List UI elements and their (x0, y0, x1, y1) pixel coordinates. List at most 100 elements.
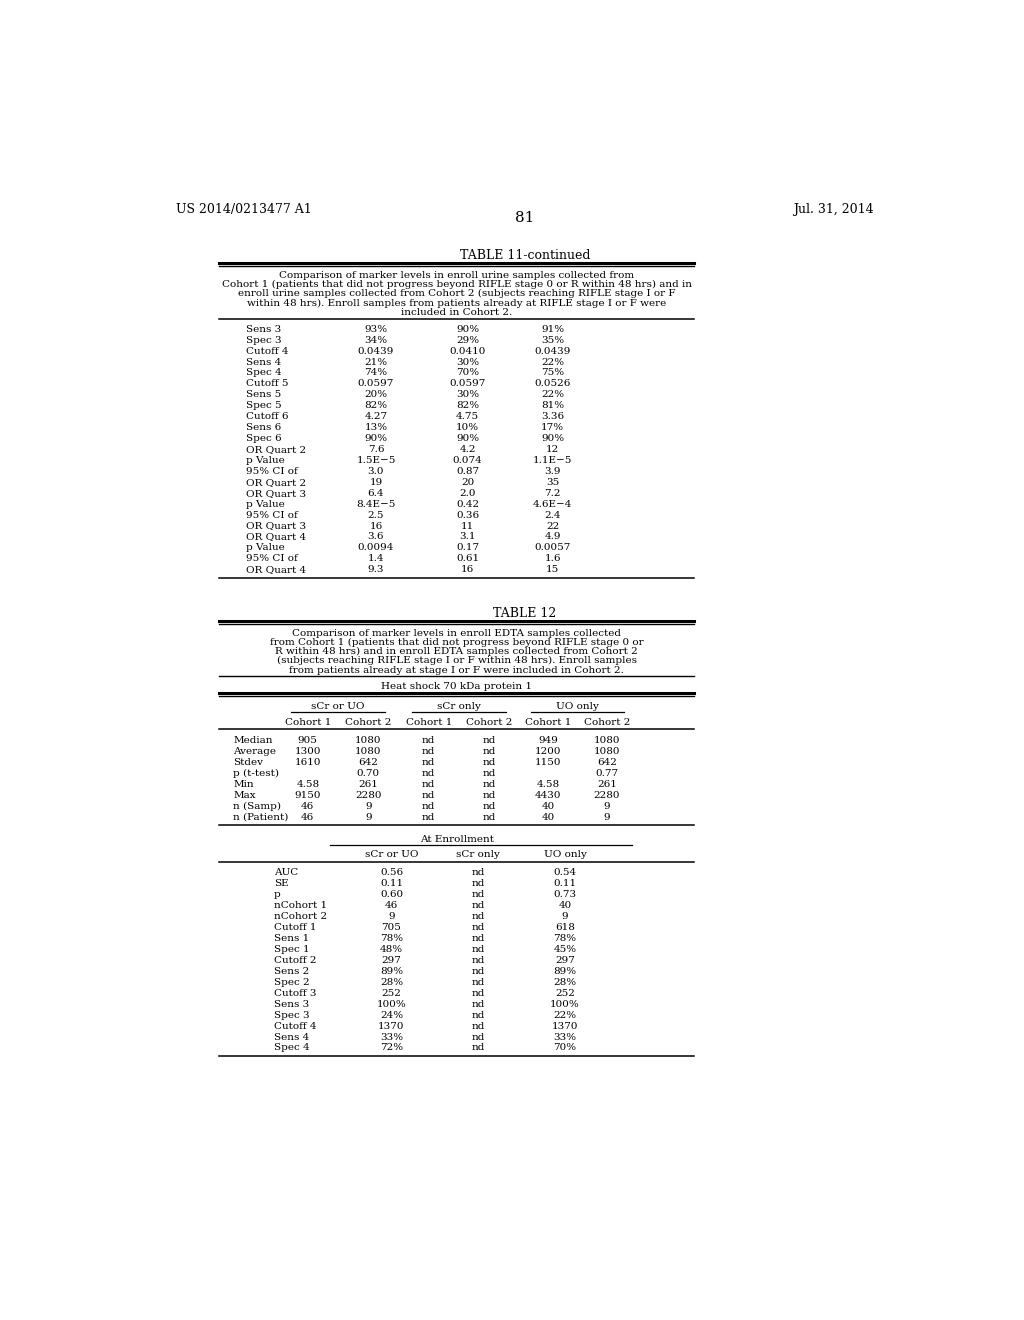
Text: nCohort 1: nCohort 1 (273, 902, 327, 911)
Text: 90%: 90% (365, 434, 387, 444)
Text: R within 48 hrs) and in enroll EDTA samples collected from Cohort 2: R within 48 hrs) and in enroll EDTA samp… (275, 647, 638, 656)
Text: 11: 11 (461, 521, 474, 531)
Text: 74%: 74% (365, 368, 387, 378)
Text: 20: 20 (461, 478, 474, 487)
Text: nd: nd (472, 945, 485, 954)
Text: Cohort 1: Cohort 1 (525, 718, 571, 727)
Text: 0.0094: 0.0094 (357, 544, 394, 552)
Text: Heat shock 70 kDa protein 1: Heat shock 70 kDa protein 1 (381, 682, 532, 692)
Text: 33%: 33% (554, 1032, 577, 1041)
Text: 1080: 1080 (355, 747, 382, 756)
Text: 91%: 91% (541, 325, 564, 334)
Text: 93%: 93% (365, 325, 387, 334)
Text: UO only: UO only (556, 702, 599, 711)
Text: Cohort 2: Cohort 2 (345, 718, 391, 727)
Text: 0.87: 0.87 (456, 467, 479, 477)
Text: nd: nd (472, 978, 485, 987)
Text: Spec 6: Spec 6 (246, 434, 282, 444)
Text: 9150: 9150 (295, 791, 322, 800)
Text: SE: SE (273, 879, 289, 888)
Text: 0.0597: 0.0597 (450, 379, 485, 388)
Text: OR Quart 3: OR Quart 3 (246, 521, 306, 531)
Text: 4.9: 4.9 (545, 532, 561, 541)
Text: 70%: 70% (554, 1043, 577, 1052)
Text: 0.0410: 0.0410 (450, 347, 485, 355)
Text: 78%: 78% (380, 935, 403, 942)
Text: 905: 905 (298, 737, 317, 746)
Text: 81%: 81% (541, 401, 564, 411)
Text: 12: 12 (546, 445, 559, 454)
Text: 9: 9 (603, 803, 610, 810)
Text: 705: 705 (382, 923, 401, 932)
Text: 3.0: 3.0 (368, 467, 384, 477)
Text: 9: 9 (388, 912, 395, 921)
Text: 4.6E−4: 4.6E−4 (534, 500, 572, 508)
Text: 82%: 82% (456, 401, 479, 411)
Text: 78%: 78% (554, 935, 577, 942)
Text: AUC: AUC (273, 869, 298, 878)
Text: 0.77: 0.77 (595, 770, 618, 779)
Text: 9: 9 (562, 912, 568, 921)
Text: 0.0439: 0.0439 (535, 347, 571, 355)
Text: 34%: 34% (365, 335, 387, 345)
Text: 0.36: 0.36 (456, 511, 479, 520)
Text: Sens 4: Sens 4 (273, 1032, 309, 1041)
Text: 2280: 2280 (355, 791, 382, 800)
Text: nd: nd (472, 935, 485, 942)
Text: 0.0526: 0.0526 (535, 379, 571, 388)
Text: 19: 19 (370, 478, 383, 487)
Text: Cohort 1: Cohort 1 (285, 718, 331, 727)
Text: 40: 40 (542, 803, 555, 810)
Text: 8.4E−5: 8.4E−5 (356, 500, 395, 508)
Text: 297: 297 (555, 956, 575, 965)
Text: nd: nd (422, 791, 435, 800)
Text: OR Quart 2: OR Quart 2 (246, 478, 306, 487)
Text: within 48 hrs). Enroll samples from patients already at RIFLE stage I or F were: within 48 hrs). Enroll samples from pati… (247, 298, 667, 308)
Text: 1080: 1080 (594, 737, 621, 746)
Text: 13%: 13% (365, 424, 387, 432)
Text: 100%: 100% (377, 999, 407, 1008)
Text: 89%: 89% (380, 968, 403, 975)
Text: 618: 618 (555, 923, 575, 932)
Text: Average: Average (233, 747, 276, 756)
Text: 7.2: 7.2 (545, 488, 561, 498)
Text: Spec 1: Spec 1 (273, 945, 309, 954)
Text: 7.6: 7.6 (368, 445, 384, 454)
Text: Sens 3: Sens 3 (273, 999, 309, 1008)
Text: 22%: 22% (541, 358, 564, 367)
Text: Stdev: Stdev (233, 758, 263, 767)
Text: Spec 2: Spec 2 (273, 978, 309, 987)
Text: Cutoff 1: Cutoff 1 (273, 923, 316, 932)
Text: Cutoff 4: Cutoff 4 (246, 347, 289, 355)
Text: nd: nd (472, 1022, 485, 1031)
Text: 40: 40 (542, 813, 555, 822)
Text: nd: nd (422, 747, 435, 756)
Text: (subjects reaching RIFLE stage I or F within 48 hrs). Enroll samples: (subjects reaching RIFLE stage I or F wi… (276, 656, 637, 665)
Text: 90%: 90% (456, 434, 479, 444)
Text: 95% CI of: 95% CI of (246, 554, 298, 564)
Text: sCr only: sCr only (457, 850, 501, 859)
Text: 95% CI of: 95% CI of (246, 467, 298, 477)
Text: 1300: 1300 (295, 747, 322, 756)
Text: 1610: 1610 (295, 758, 322, 767)
Text: Median: Median (233, 737, 273, 746)
Text: 35: 35 (546, 478, 559, 487)
Text: 4.58: 4.58 (537, 780, 559, 789)
Text: p (t-test): p (t-test) (233, 770, 280, 779)
Text: 0.73: 0.73 (554, 891, 577, 899)
Text: OR Quart 3: OR Quart 3 (246, 488, 306, 498)
Text: 45%: 45% (554, 945, 577, 954)
Text: Sens 4: Sens 4 (246, 358, 281, 367)
Text: nd: nd (472, 968, 485, 975)
Text: nd: nd (472, 902, 485, 911)
Text: 0.074: 0.074 (453, 455, 482, 465)
Text: OR Quart 4: OR Quart 4 (246, 532, 306, 541)
Text: Comparison of marker levels in enroll urine samples collected from: Comparison of marker levels in enroll ur… (279, 271, 634, 280)
Text: n (Patient): n (Patient) (233, 813, 289, 822)
Text: nd: nd (472, 923, 485, 932)
Text: 30%: 30% (456, 358, 479, 367)
Text: Spec 5: Spec 5 (246, 401, 282, 411)
Text: Cutoff 5: Cutoff 5 (246, 379, 289, 388)
Text: Comparison of marker levels in enroll EDTA samples collected: Comparison of marker levels in enroll ED… (292, 628, 622, 638)
Text: US 2014/0213477 A1: US 2014/0213477 A1 (176, 203, 311, 216)
